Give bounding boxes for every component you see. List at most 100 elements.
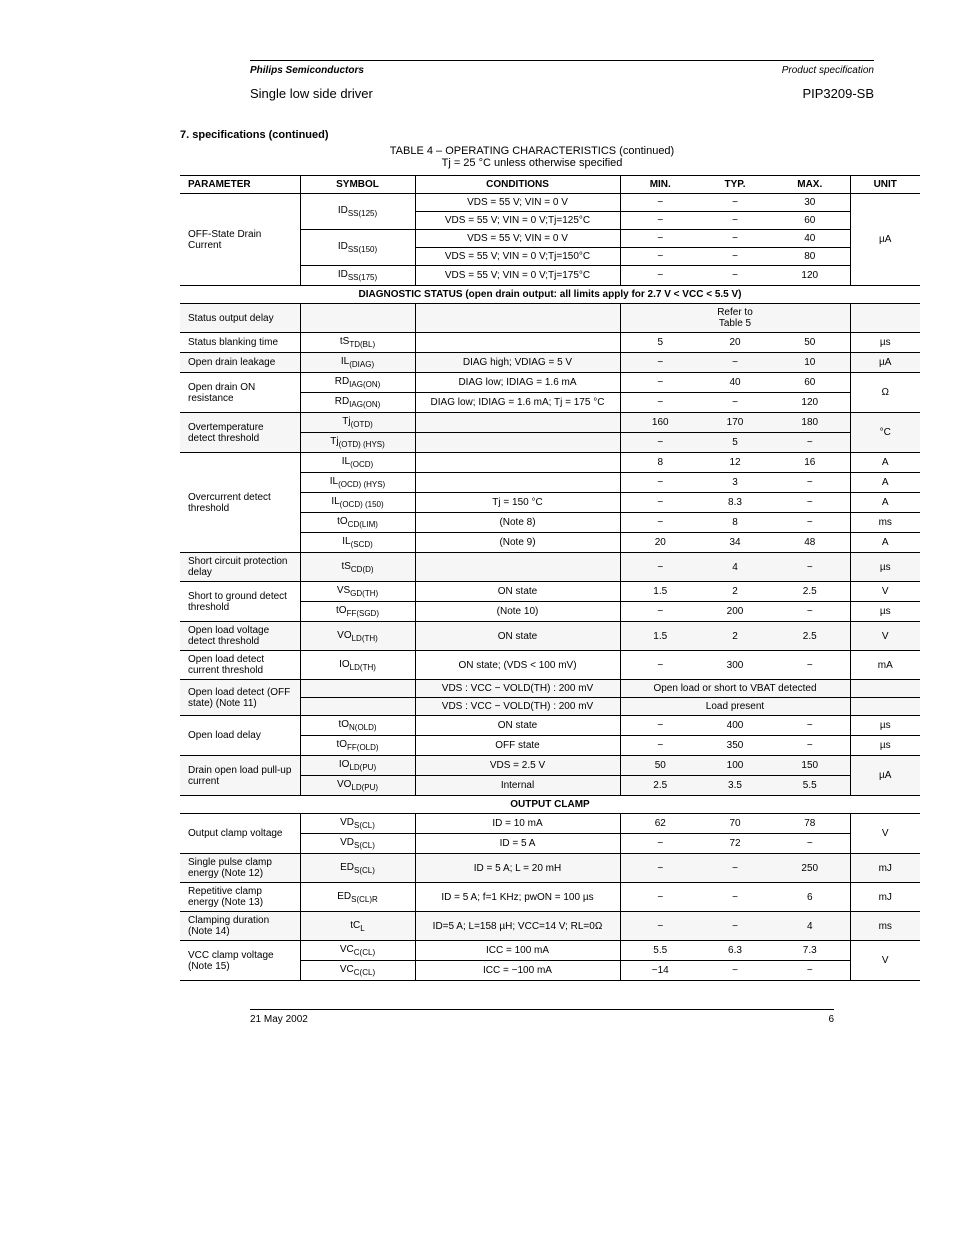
cell-unit: µs xyxy=(850,553,920,582)
cell-typ: 3.5 xyxy=(700,776,770,796)
cell-max: 78 xyxy=(770,814,850,834)
cell-typ: 3 xyxy=(700,473,770,493)
cell-param: Open load detect current threshold xyxy=(180,651,300,680)
cell-unit: Ω xyxy=(850,373,920,413)
cell-typ: − xyxy=(700,393,770,413)
cell-typ: 4 xyxy=(700,553,770,582)
cell-cond xyxy=(415,473,620,493)
cell-max: 150 xyxy=(770,756,850,776)
cell-param: Drain open load pull-up current xyxy=(180,756,300,796)
cell-unit: µs xyxy=(850,333,920,353)
cell-symbol: VDS(CL) xyxy=(300,814,415,834)
cell-typ: 400 xyxy=(700,716,770,736)
cell-typ: − xyxy=(700,266,770,286)
cell-cond: DIAG low; IDIAG = 1.6 mA; Tj = 175 °C xyxy=(415,393,620,413)
cell-symbol: tSCD(D) xyxy=(300,553,415,582)
cell-typ: 40 xyxy=(700,373,770,393)
cell-symbol: RDIAG(ON) xyxy=(300,373,415,393)
cell-min: −14 xyxy=(620,961,700,981)
cell-cond: ID = 5 A; L = 20 mH xyxy=(415,854,620,883)
cell-min: − xyxy=(620,353,700,373)
cell-typ: 72 xyxy=(700,834,770,854)
cell-symbol: IDSS(150) xyxy=(300,230,415,266)
cell-symbol: Tj(OTD) (HYS) xyxy=(300,433,415,453)
cell-typ: 2 xyxy=(700,582,770,602)
cell-cond: ON state xyxy=(415,716,620,736)
cell-min: 5.5 xyxy=(620,941,700,961)
cell-unit: A xyxy=(850,533,920,553)
cell-min: − xyxy=(620,433,700,453)
cell-param: Overtemperature detect threshold xyxy=(180,413,300,453)
col-header: MAX. xyxy=(770,176,850,194)
cell-typ: 8.3 xyxy=(700,493,770,513)
cell-unit: µA xyxy=(850,194,920,286)
cell-min: − xyxy=(620,373,700,393)
cell-min: − xyxy=(620,834,700,854)
cell-cond: VDS : VCC − VOLD(TH) : 200 mV xyxy=(415,698,620,716)
cell-min: − xyxy=(620,912,700,941)
cell-param: OFF-State Drain Current xyxy=(180,194,300,286)
cell-cond: VDS = 55 V; VIN = 0 V;Tj=175°C xyxy=(415,266,620,286)
cell-unit: V xyxy=(850,582,920,602)
cell-max: 40 xyxy=(770,230,850,248)
cell-symbol: tOFF(SGD) xyxy=(300,602,415,622)
cell-typ: 12 xyxy=(700,453,770,473)
cell-max: − xyxy=(770,473,850,493)
cell-min: 50 xyxy=(620,756,700,776)
cell-unit: µs xyxy=(850,736,920,756)
cell-symbol: Tj(OTD) xyxy=(300,413,415,433)
cell-min: 8 xyxy=(620,453,700,473)
cell-typ: 6.3 xyxy=(700,941,770,961)
cell-max: 80 xyxy=(770,248,850,266)
cell-max: − xyxy=(770,433,850,453)
cell-unit: µA xyxy=(850,353,920,373)
cell-max: 60 xyxy=(770,212,850,230)
cell-typ: 170 xyxy=(700,413,770,433)
cell-cond: ICC = 100 mA xyxy=(415,941,620,961)
section-title: OUTPUT CLAMP xyxy=(180,796,920,814)
cell-typ: 20 xyxy=(700,333,770,353)
cell-cond xyxy=(415,304,620,333)
cell-param: Repetitive clamp energy (Note 13) xyxy=(180,883,300,912)
col-header: UNIT xyxy=(850,176,920,194)
cell-cond: ID = 5 A xyxy=(415,834,620,854)
cell-max: 50 xyxy=(770,333,850,353)
cell-max: − xyxy=(770,602,850,622)
cell-cond: VDS : VCC − VOLD(TH) : 200 mV xyxy=(415,680,620,698)
spec-table: PARAMETERSYMBOLCONDITIONSMIN.TYP.MAX.UNI… xyxy=(180,175,920,981)
cell-cond: DIAG high; VDIAG = 5 V xyxy=(415,353,620,373)
cell-max: − xyxy=(770,493,850,513)
cell-symbol: tOFF(OLD) xyxy=(300,736,415,756)
cell-cond: Tj = 150 °C xyxy=(415,493,620,513)
cell-max: − xyxy=(770,513,850,533)
cell-max: 120 xyxy=(770,393,850,413)
cell-max: 2.5 xyxy=(770,582,850,602)
cell-symbol: IL(OCD) xyxy=(300,453,415,473)
cell-param: Clamping duration (Note 14) xyxy=(180,912,300,941)
cell-typ: 350 xyxy=(700,736,770,756)
cell-param: Short to ground detect threshold xyxy=(180,582,300,622)
cell-max: 250 xyxy=(770,854,850,883)
cell-max: 7.3 xyxy=(770,941,850,961)
cell-param: Open load detect (OFF state) (Note 11) xyxy=(180,680,300,716)
cell-min: 5 xyxy=(620,333,700,353)
cell-cond: ID = 5 A; f=1 KHz; pwON = 100 µs xyxy=(415,883,620,912)
cell-unit: µs xyxy=(850,602,920,622)
cell-unit: mA xyxy=(850,651,920,680)
cell-param: Overcurrent detect threshold xyxy=(180,453,300,553)
cell-cond: OFF state xyxy=(415,736,620,756)
cell-min: − xyxy=(620,513,700,533)
cell-symbol: VDS(CL) xyxy=(300,834,415,854)
cell-symbol xyxy=(300,680,415,698)
cell-unit: mJ xyxy=(850,854,920,883)
header-doctype: Product specification xyxy=(782,65,874,76)
cell-symbol: tSTD(BL) xyxy=(300,333,415,353)
cell-symbol: RDIAG(ON) xyxy=(300,393,415,413)
cell-unit: A xyxy=(850,473,920,493)
cell-cond: VDS = 55 V; VIN = 0 V xyxy=(415,230,620,248)
cell-param: VCC clamp voltage (Note 15) xyxy=(180,941,300,981)
cell-min: − xyxy=(620,716,700,736)
cell-min: 1.5 xyxy=(620,582,700,602)
cell-cond: ID = 10 mA xyxy=(415,814,620,834)
section-title: DIAGNOSTIC STATUS (open drain output: al… xyxy=(180,286,920,304)
